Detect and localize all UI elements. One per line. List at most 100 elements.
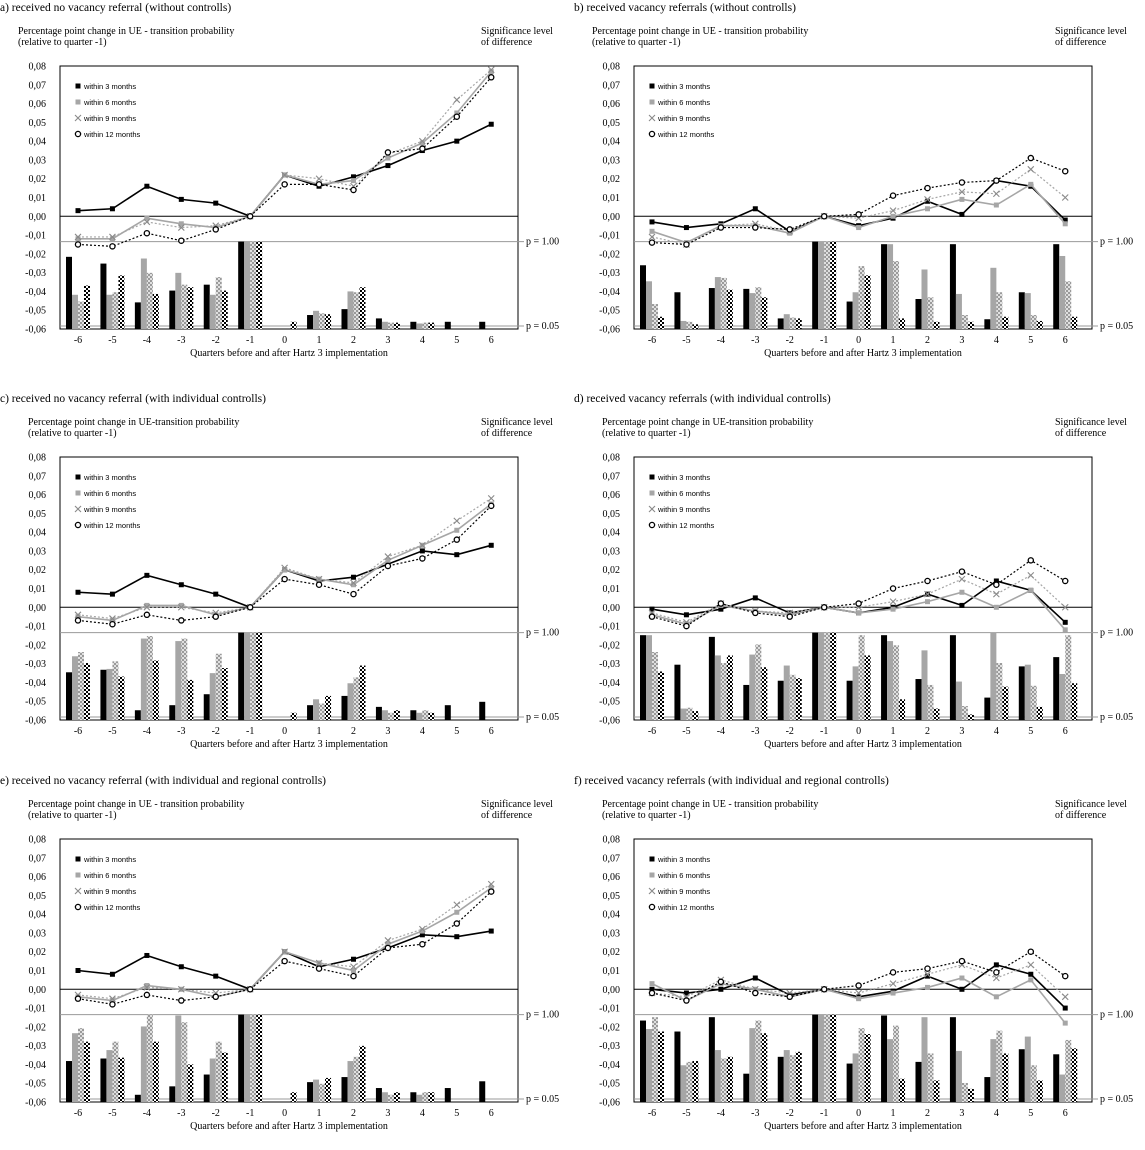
data-point <box>890 213 896 219</box>
data-point <box>649 219 655 225</box>
data-point <box>924 973 930 979</box>
series-line <box>77 76 492 247</box>
sig-bar <box>341 309 348 329</box>
x-tick-label: 6 <box>1063 1108 1068 1119</box>
x-tick-label: 3 <box>959 1108 964 1119</box>
data-point <box>487 502 495 510</box>
sig-bar <box>290 321 297 329</box>
data-point <box>924 184 931 192</box>
panel-title: f) received vacancy referrals (with indi… <box>574 775 889 787</box>
y-tick-label: 0,04 <box>603 137 621 148</box>
y-tick-label: -0,02 <box>599 640 620 651</box>
x-tick-label: 3 <box>959 335 964 346</box>
sig-bar <box>140 258 147 329</box>
series-line <box>78 71 492 240</box>
x-tick-label: 4 <box>420 335 425 346</box>
sig-bar <box>708 636 715 720</box>
data-point <box>752 609 759 617</box>
x-tick-label: -3 <box>177 1108 185 1119</box>
sig-bar <box>215 653 222 720</box>
legend: within 3 months within 6 months within 9 m… <box>648 855 715 912</box>
data-point <box>752 595 758 601</box>
p-high-label: p = 1.00 <box>526 1010 559 1021</box>
legend-marker <box>74 887 82 895</box>
y-axis-title: Percentage point change in UE - transiti… <box>602 799 819 821</box>
data-point <box>350 956 356 962</box>
sig-bar <box>1024 664 1031 720</box>
x-tick-label: -2 <box>786 726 794 737</box>
sig-bar <box>66 256 72 329</box>
data-point <box>1027 961 1035 969</box>
sig-bar <box>250 1014 257 1102</box>
sig-bar <box>927 684 934 720</box>
x-tick-label: 2 <box>351 335 356 346</box>
sig-bar <box>761 297 768 329</box>
sig-bar <box>416 712 423 720</box>
sig-bar <box>1071 316 1078 329</box>
data-point <box>487 880 495 888</box>
y-tick-label: 0,05 <box>29 118 47 129</box>
sig-bar <box>106 668 113 720</box>
legend-label: within 3 months <box>83 855 136 864</box>
sig-bar <box>244 1014 251 1102</box>
data-point <box>1028 971 1034 977</box>
data-point <box>453 517 461 525</box>
x-tick-label: 0 <box>856 726 861 737</box>
sig-bar <box>858 635 865 720</box>
sig-bar <box>152 660 159 720</box>
data-point <box>143 603 151 611</box>
sig-bar <box>416 1094 423 1102</box>
sig-bar <box>118 676 125 720</box>
sig-bar <box>893 645 900 720</box>
data-point <box>75 236 81 242</box>
x-tick-label: 4 <box>420 1108 425 1119</box>
x-tick-label: -5 <box>682 335 690 346</box>
data-point <box>958 568 966 575</box>
sig-bar <box>118 275 125 329</box>
legend: within 3 months within 6 months within 9 m… <box>74 473 141 530</box>
x-tick-label: 2 <box>351 726 356 737</box>
series-line <box>651 559 1066 627</box>
p-low-label: p = 0.05 <box>526 321 559 332</box>
x-tick-labels: -6 -5 -4 -3 -2 -1 0 1 2 3 4 5 6 <box>74 1108 494 1119</box>
y-axis-title: Percentage point change in UE - transiti… <box>28 799 245 821</box>
sig-bar <box>1002 316 1009 329</box>
sig-bar <box>996 292 1003 329</box>
legend-marker <box>74 114 82 122</box>
data-point <box>315 581 323 588</box>
y-tick-label: 0,01 <box>603 193 621 204</box>
sig-bar <box>479 1081 486 1102</box>
sig-bar <box>1024 293 1031 329</box>
data-point <box>683 241 690 248</box>
sig-bar <box>1002 1053 1009 1102</box>
sig-bar <box>307 315 314 329</box>
x-tick-label: 5 <box>1028 1108 1033 1119</box>
sig-bar <box>899 318 906 329</box>
data-point <box>820 986 828 993</box>
data-point <box>143 611 151 619</box>
data-point <box>109 591 115 597</box>
y-tick-label: 0,07 <box>603 80 621 91</box>
sig-bar <box>353 1056 360 1102</box>
sig-bar <box>646 281 652 329</box>
sig-bar <box>1024 1036 1031 1102</box>
sig-bar <box>933 1080 940 1102</box>
sig-bar <box>422 1092 429 1102</box>
data-point <box>889 980 897 988</box>
sig-bar <box>140 1026 147 1102</box>
sig-bar <box>818 1014 825 1102</box>
sig-bar <box>1059 673 1066 720</box>
sig-bar <box>708 1017 715 1102</box>
sig-bar <box>761 1033 768 1102</box>
x-tick-label: -2 <box>786 335 794 346</box>
sig-bar <box>720 1058 727 1102</box>
data-point <box>350 590 357 598</box>
sig-bar <box>789 674 796 720</box>
data-point <box>384 553 392 560</box>
legend: within 3 months within 6 months within 9 m… <box>74 82 141 139</box>
data-point <box>109 617 115 623</box>
data-point <box>1061 993 1069 1001</box>
sig-bar <box>66 672 72 720</box>
legend-marker <box>75 83 81 89</box>
sig-bar <box>927 297 934 329</box>
